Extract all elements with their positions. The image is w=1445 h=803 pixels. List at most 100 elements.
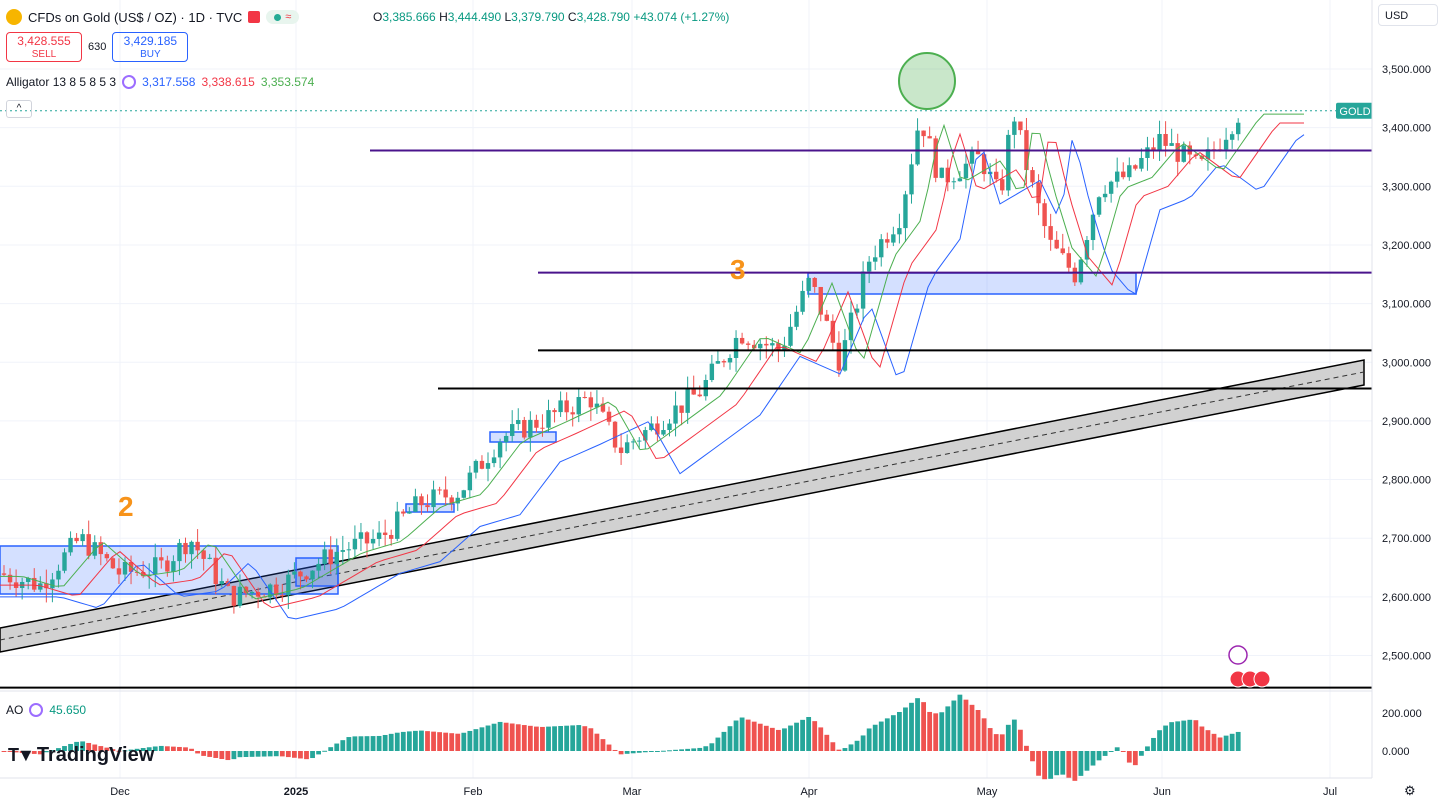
ao-bar <box>86 742 92 751</box>
candle-body <box>56 570 61 580</box>
collapse-legend-button[interactable]: ^ <box>6 100 32 118</box>
ao-bar <box>685 748 691 751</box>
ao-bar <box>171 746 176 751</box>
alligator-legend[interactable]: Alligator 13 8 5 8 5 3 3,317.558 3,338.6… <box>6 75 314 89</box>
candle-body <box>116 568 122 575</box>
live-dot-icon <box>274 13 282 21</box>
ao-legend[interactable]: AO 45.650 <box>6 703 86 717</box>
currency-selector[interactable]: USD <box>1378 4 1438 26</box>
ao-bar <box>540 726 545 751</box>
buy-button[interactable]: 3,429.185 BUY <box>112 32 189 62</box>
ao-bar <box>116 750 122 752</box>
candle-body <box>836 342 842 371</box>
alligator-teeth-line <box>0 122 1304 609</box>
ao-bar <box>110 749 116 751</box>
ao-bar <box>969 704 975 751</box>
status-pill[interactable]: ≈ <box>266 10 300 24</box>
ao-bar <box>316 751 321 755</box>
candle-body <box>806 277 811 291</box>
ao-bar <box>751 721 757 751</box>
candle-body <box>975 151 981 155</box>
candle-body <box>727 357 733 363</box>
candle-body <box>818 286 823 315</box>
ao-bar <box>352 736 358 751</box>
candle-body <box>159 557 164 561</box>
ao-bar <box>866 728 872 751</box>
settings-gear-icon[interactable]: ⚙ <box>1404 783 1416 798</box>
candle-body <box>588 397 594 408</box>
candle-body <box>44 583 49 589</box>
ao-settings-icon[interactable] <box>29 703 44 717</box>
candle-body <box>153 557 158 575</box>
candle-body <box>298 571 303 577</box>
x-tick-label: Apr <box>800 786 817 798</box>
ao-bar <box>739 717 745 751</box>
candle-body <box>897 228 902 235</box>
ao-bar <box>68 743 73 751</box>
ao-bar <box>98 746 104 751</box>
ao-bar <box>37 751 43 755</box>
y-tick-label: 3,400.000 <box>1382 123 1431 135</box>
candle-body <box>32 577 37 590</box>
ao-bar <box>7 751 13 752</box>
ao-bar <box>1005 724 1011 751</box>
spread-value: 630 <box>88 41 107 53</box>
candle-body <box>1163 134 1168 146</box>
ao-bar <box>406 731 412 751</box>
candle-body <box>1169 143 1174 146</box>
ao-bar <box>527 725 533 751</box>
candle-body <box>1133 165 1138 169</box>
ao-bar <box>134 748 140 751</box>
ao-bar <box>854 740 860 751</box>
indicator-settings-icon[interactable] <box>122 75 137 89</box>
ao-bar <box>546 726 551 751</box>
awesome-oscillator-pane: 200.000 0.000 <box>0 690 1422 781</box>
candle-body <box>1181 145 1186 162</box>
candle-body <box>346 549 352 551</box>
ao-bar <box>298 751 303 759</box>
ao-bar <box>370 736 376 751</box>
channel-midline <box>0 371 1365 641</box>
candle-body <box>1066 253 1071 268</box>
ao-bar <box>721 731 727 751</box>
ao-bar <box>788 725 793 751</box>
candle-body <box>62 552 67 571</box>
candle-body <box>286 574 291 596</box>
candle-body <box>764 343 769 346</box>
candle-body <box>564 400 569 413</box>
symbol-title: CFDs on Gold (US$ / OZ) · 1D · TVC <box>28 9 243 25</box>
x-tick-label: Jul <box>1323 786 1337 798</box>
y-tick-label: 2,600.000 <box>1382 592 1431 604</box>
candle-body <box>316 563 321 571</box>
open-value: 3,385.666 <box>382 10 436 24</box>
ao-bar <box>388 733 394 751</box>
ao-bar <box>394 732 400 751</box>
symbol-header[interactable]: CFDs on Gold (US$ / OZ) · 1D · TVC ≈ <box>6 9 300 25</box>
candle-body <box>824 314 829 321</box>
candle-body <box>74 537 79 542</box>
ao-bar <box>376 735 382 751</box>
ao-bar <box>340 740 346 751</box>
candle-body <box>455 497 460 504</box>
ao-bar <box>951 700 957 751</box>
ao-bar <box>957 694 963 751</box>
ao-bar <box>806 717 812 751</box>
candle-body <box>903 194 908 229</box>
low-value: 3,379.790 <box>511 10 565 24</box>
candle-body <box>1236 122 1241 135</box>
candle-body <box>921 130 926 137</box>
ao-bar <box>1030 751 1035 762</box>
ao-bar <box>1060 751 1066 775</box>
tradingview-logo[interactable]: T▼ TradingView <box>8 744 155 766</box>
ao-bar <box>818 727 824 751</box>
candle-body <box>467 472 473 491</box>
candle-body <box>437 489 442 491</box>
candle-body <box>237 586 243 606</box>
candle-body <box>1054 239 1059 249</box>
rising-channel <box>0 359 1365 653</box>
sell-button[interactable]: 3,428.555 SELL <box>6 32 82 62</box>
candle-body <box>419 496 424 506</box>
ao-bar <box>848 744 854 751</box>
ao-bar <box>122 750 128 752</box>
